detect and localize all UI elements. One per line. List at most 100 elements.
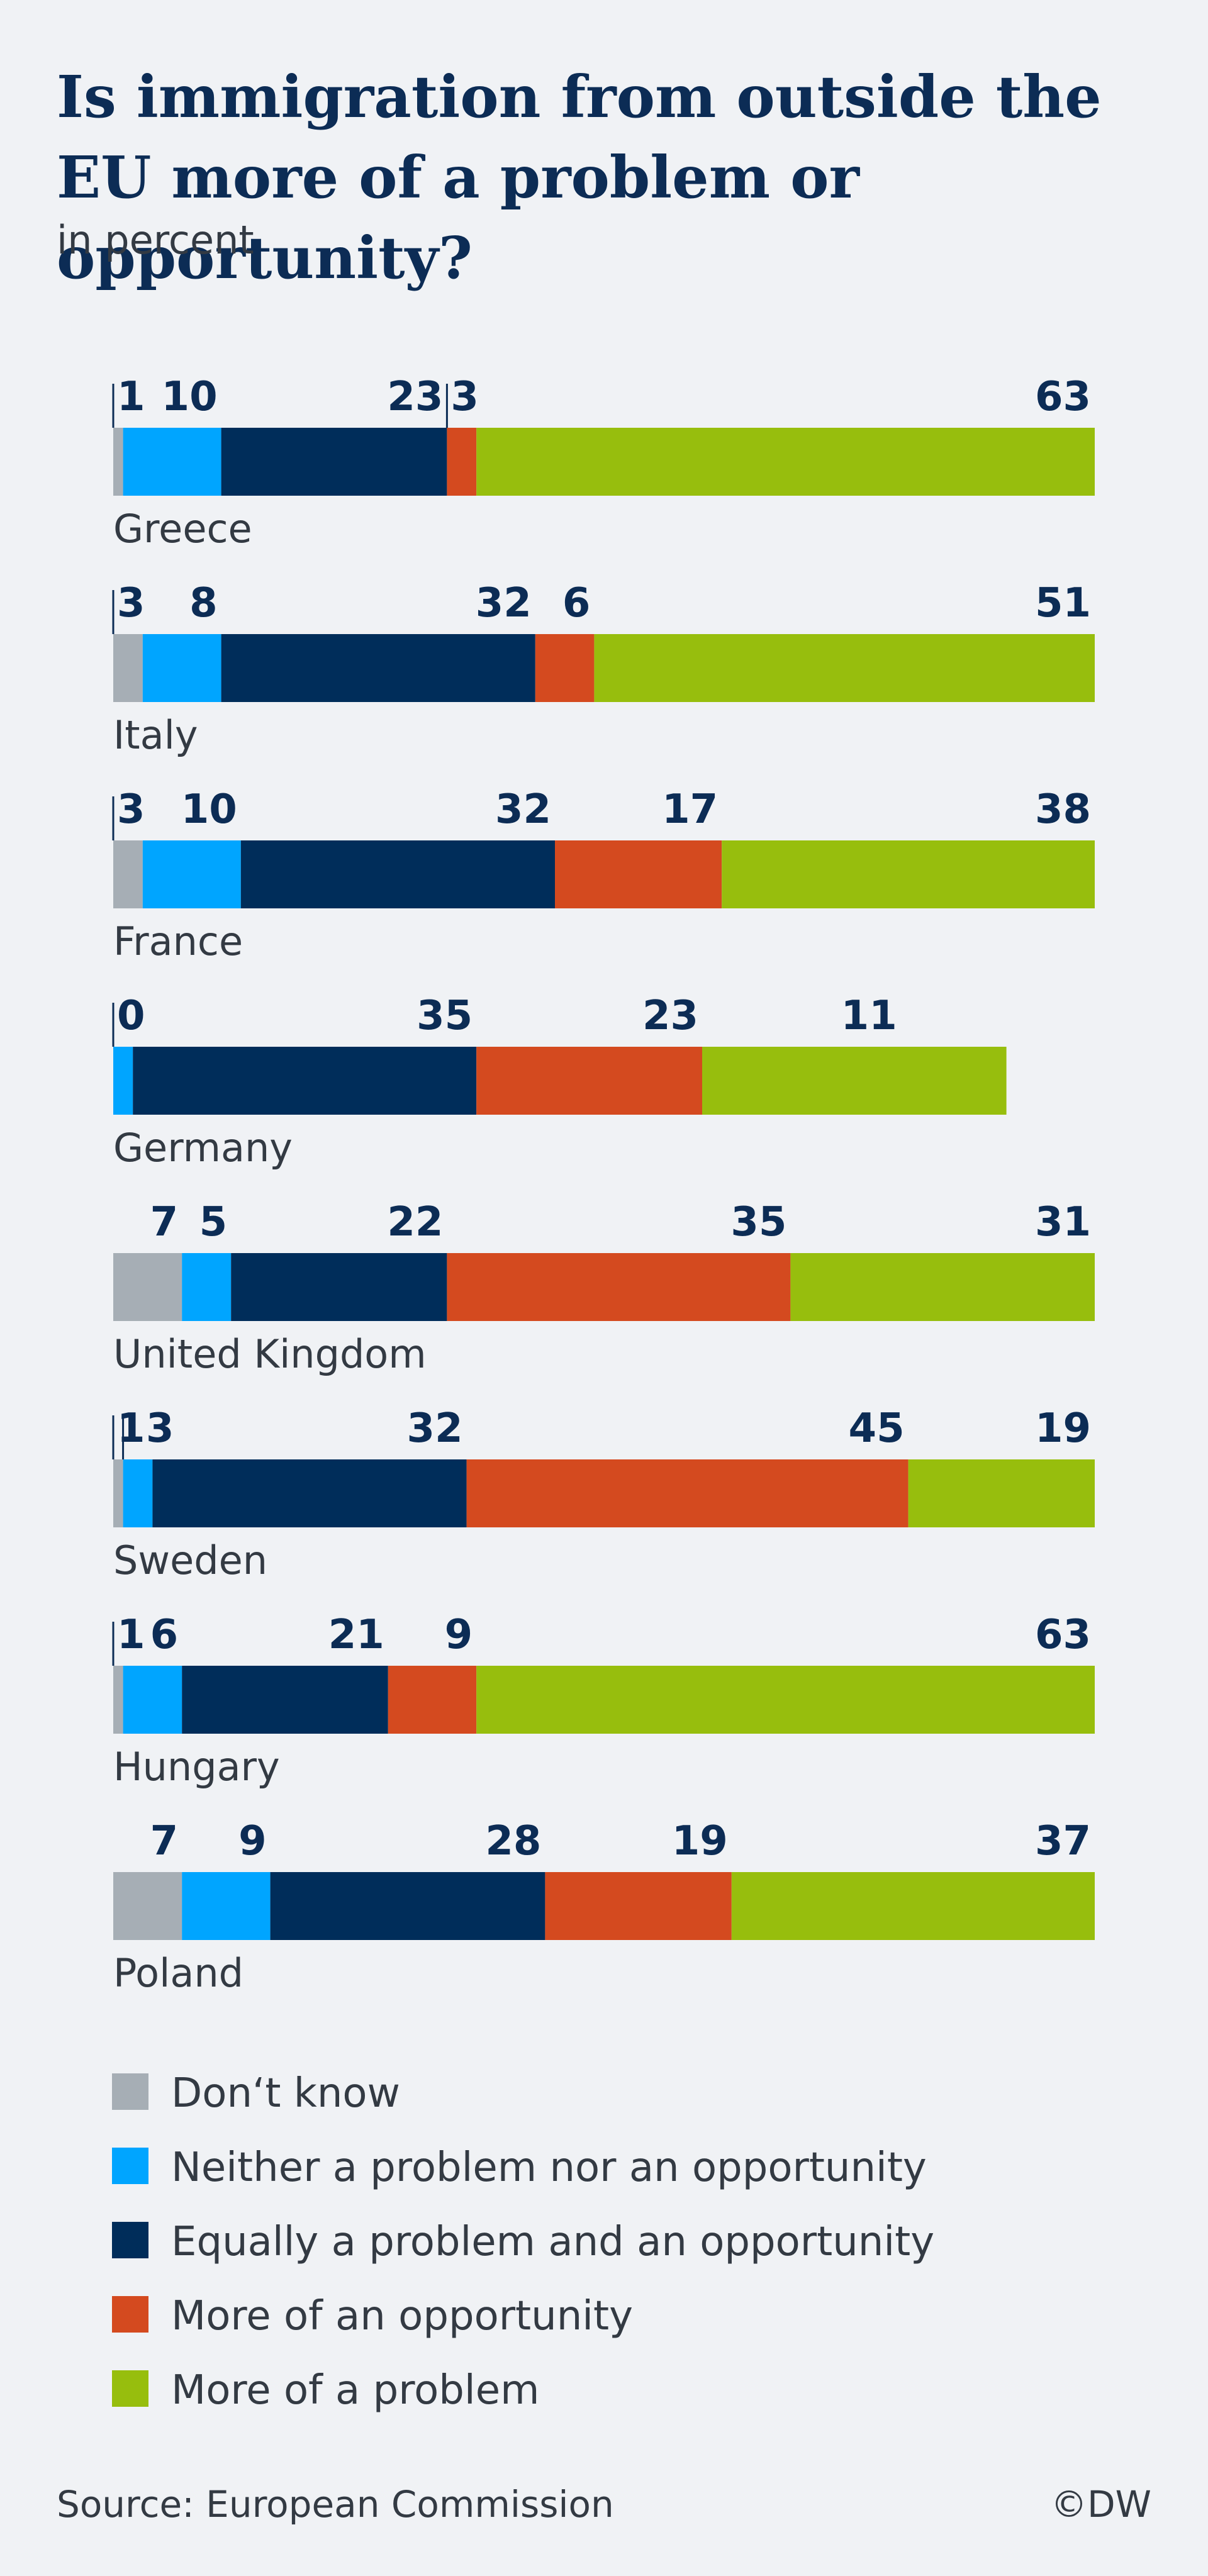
value-label-poland-more-of-an-opportunity: 19	[672, 1818, 728, 1865]
value-label-france-more-of-a-problem: 38	[1035, 786, 1091, 833]
bar-segment-poland-neither-a-problem-nor-an-opportunity	[182, 1872, 271, 1940]
credit: ©DW	[1050, 2483, 1151, 2526]
value-label-germany-don-t-know: 0	[117, 993, 145, 1039]
bar-segment-sweden-equally-a-problem-and-an-opportunity	[152, 1459, 467, 1527]
bar-segment-france-don-t-know	[113, 840, 143, 908]
bar-segment-poland-don-t-know	[113, 1872, 182, 1940]
bar-segment-france-more-of-an-opportunity	[555, 840, 722, 908]
bar-segment-france-neither-a-problem-nor-an-opportunity	[142, 840, 241, 908]
bar-segment-greece-neither-a-problem-nor-an-opportunity	[123, 428, 221, 496]
category-label-united-kingdom: United Kingdom	[113, 1331, 427, 1377]
value-label-germany-more-of-a-problem: 11	[841, 993, 897, 1039]
value-label-sweden-more-of-a-problem: 19	[1035, 1405, 1091, 1452]
value-label-united-kingdom-don-t-know: 7	[150, 1199, 179, 1246]
category-label-poland: Poland	[113, 1950, 243, 1996]
source-note: Source: European Commission	[57, 2483, 614, 2526]
legend-swatch	[112, 2073, 148, 2110]
value-label-united-kingdom-more-of-a-problem: 31	[1035, 1199, 1091, 1246]
bar-segment-france-more-of-a-problem	[722, 840, 1095, 908]
category-label-italy: Italy	[113, 712, 198, 758]
chart-subtitle: in percent	[57, 217, 254, 263]
value-label-france-don-t-know: 3	[117, 786, 145, 833]
bar-segment-sweden-more-of-a-problem	[908, 1459, 1095, 1527]
bar-segment-italy-more-of-a-problem	[594, 634, 1095, 702]
bar-segment-united-kingdom-more-of-a-problem	[790, 1253, 1095, 1321]
value-label-hungary-more-of-an-opportunity: 9	[445, 1612, 473, 1658]
category-label-hungary: Hungary	[113, 1744, 280, 1790]
value-label-sweden-don-t-know: 1	[117, 1405, 145, 1452]
chart-title: Is immigration from outside the EU more …	[57, 63, 1102, 292]
bar-segment-hungary-more-of-an-opportunity	[388, 1666, 477, 1734]
value-label-united-kingdom-neither-a-problem-nor-an-opportunity: 5	[199, 1199, 228, 1246]
bar-segment-united-kingdom-neither-a-problem-nor-an-opportunity	[182, 1253, 232, 1321]
legend-swatch	[112, 2296, 148, 2333]
value-label-france-neither-a-problem-nor-an-opportunity: 10	[181, 786, 237, 833]
value-label-greece-don-t-know: 1	[117, 374, 145, 420]
bar-segment-germany-more-of-a-problem	[702, 1047, 1007, 1115]
bar-segment-italy-neither-a-problem-nor-an-opportunity	[142, 634, 221, 702]
value-label-poland-more-of-a-problem: 37	[1035, 1818, 1091, 1865]
bar-segment-poland-more-of-an-opportunity	[545, 1872, 732, 1940]
legend-label: Don‘t know	[171, 2070, 400, 2117]
value-label-poland-don-t-know: 7	[150, 1818, 179, 1865]
bar-segment-poland-equally-a-problem-and-an-opportunity	[270, 1872, 545, 1940]
value-label-greece-more-of-a-problem: 63	[1035, 374, 1091, 420]
value-label-greece-neither-a-problem-nor-an-opportunity: 10	[162, 374, 218, 420]
value-label-sweden-neither-a-problem-nor-an-opportunity: 3	[146, 1405, 174, 1452]
legend-label: Equally a problem and an opportunity	[171, 2219, 935, 2265]
bar-segment-greece-more-of-an-opportunity	[447, 428, 477, 496]
value-label-greece-more-of-an-opportunity: 3	[450, 374, 479, 420]
legend-swatch	[112, 2148, 148, 2184]
category-label-sweden: Sweden	[113, 1537, 267, 1583]
value-label-hungary-more-of-a-problem: 63	[1035, 1612, 1091, 1658]
bar-segment-hungary-neither-a-problem-nor-an-opportunity	[123, 1666, 182, 1734]
bar-segment-germany-more-of-an-opportunity	[476, 1047, 702, 1115]
value-label-poland-equally-a-problem-and-an-opportunity: 28	[485, 1818, 541, 1865]
value-label-italy-don-t-know: 3	[117, 580, 145, 627]
bar-segment-germany-equally-a-problem-and-an-opportunity	[133, 1047, 477, 1115]
value-label-italy-equally-a-problem-and-an-opportunity: 32	[476, 580, 532, 627]
value-label-italy-neither-a-problem-nor-an-opportunity: 8	[189, 580, 218, 627]
value-label-united-kingdom-more-of-an-opportunity: 35	[730, 1199, 786, 1246]
bar-segment-italy-don-t-know	[113, 634, 143, 702]
bar-segment-greece-don-t-know	[113, 428, 123, 496]
legend-label: More of a problem	[171, 2367, 540, 2414]
bar-segment-sweden-neither-a-problem-nor-an-opportunity	[123, 1459, 153, 1527]
bar-segment-greece-more-of-a-problem	[476, 428, 1095, 496]
value-label-france-equally-a-problem-and-an-opportunity: 32	[495, 786, 551, 833]
value-label-germany-equally-a-problem-and-an-opportunity: 35	[417, 993, 473, 1039]
legend-swatch	[112, 2222, 148, 2258]
bar-segment-sweden-more-of-an-opportunity	[466, 1459, 909, 1527]
bar-segment-sweden-don-t-know	[113, 1459, 123, 1527]
value-label-united-kingdom-equally-a-problem-and-an-opportunity: 22	[387, 1199, 443, 1246]
value-label-france-more-of-an-opportunity: 17	[662, 786, 718, 833]
bar-segment-hungary-equally-a-problem-and-an-opportunity	[182, 1666, 388, 1734]
value-label-italy-more-of-a-problem: 51	[1035, 580, 1091, 627]
bar-segment-france-equally-a-problem-and-an-opportunity	[240, 840, 555, 908]
bar-segment-poland-more-of-a-problem	[731, 1872, 1095, 1940]
value-label-sweden-equally-a-problem-and-an-opportunity: 32	[407, 1405, 463, 1452]
bar-segment-germany-neither-a-problem-nor-an-opportunity	[113, 1047, 133, 1115]
category-label-greece: Greece	[113, 506, 252, 552]
value-label-hungary-equally-a-problem-and-an-opportunity: 21	[328, 1612, 384, 1658]
category-label-france: France	[113, 918, 243, 964]
bar-segment-hungary-more-of-a-problem	[476, 1666, 1095, 1734]
bar-segment-italy-more-of-an-opportunity	[535, 634, 595, 702]
legend-label: More of an opportunity	[171, 2293, 633, 2339]
value-label-germany-more-of-an-opportunity: 23	[642, 993, 698, 1039]
category-label-germany: Germany	[113, 1125, 293, 1171]
value-label-hungary-don-t-know: 1	[117, 1612, 145, 1658]
bar-segment-greece-equally-a-problem-and-an-opportunity	[221, 428, 447, 496]
legend-swatch	[112, 2370, 148, 2407]
bar-segment-united-kingdom-equally-a-problem-and-an-opportunity	[231, 1253, 447, 1321]
value-label-poland-neither-a-problem-nor-an-opportunity: 9	[238, 1818, 267, 1865]
value-label-hungary-neither-a-problem-nor-an-opportunity: 6	[150, 1612, 179, 1658]
bar-segment-italy-equally-a-problem-and-an-opportunity	[221, 634, 535, 702]
legend-label: Neither a problem nor an opportunity	[171, 2144, 927, 2191]
value-label-sweden-more-of-an-opportunity: 45	[849, 1405, 905, 1452]
bar-segment-united-kingdom-more-of-an-opportunity	[447, 1253, 791, 1321]
bar-segment-hungary-don-t-know	[113, 1666, 123, 1734]
value-label-greece-equally-a-problem-and-an-opportunity: 23	[387, 374, 443, 420]
value-label-italy-more-of-an-opportunity: 6	[562, 580, 591, 627]
